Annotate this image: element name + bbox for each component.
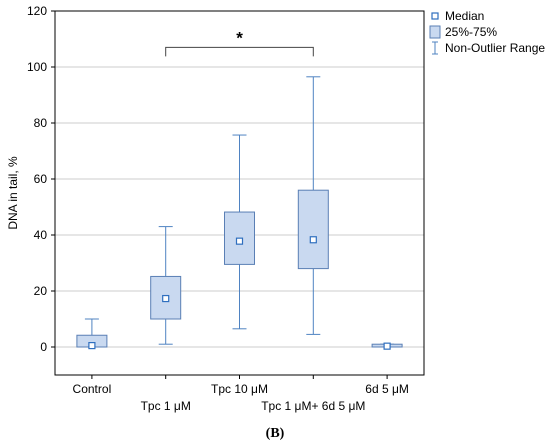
x-axis-labels: Control Tpc 1 μM Tpc 10 μM Tpc 1 μM+ 6d 5 μ…: [73, 375, 409, 413]
y-tick-label: 0: [40, 340, 47, 354]
y-tick-label: 60: [34, 172, 48, 186]
legend-label: Median: [445, 9, 484, 23]
median-marker: [235, 237, 244, 245]
median-marker: [162, 294, 170, 303]
panel-label: (B): [266, 426, 285, 441]
y-axis-ticks: 0 20 40 60 80 100 120: [27, 4, 55, 354]
y-axis-label: DNA in tail, %: [6, 156, 20, 230]
legend-item-box: 25%-75%: [429, 25, 497, 39]
box-3: [224, 134, 255, 330]
box-series: [76, 76, 403, 350]
x-tick-label: Tpc 10 μM: [211, 382, 268, 396]
legend-item-median: Median: [431, 9, 484, 23]
iqr-box: [297, 189, 329, 270]
box-1: [76, 318, 108, 350]
y-tick-label: 40: [34, 228, 48, 242]
legend-label: 25%-75%: [445, 25, 497, 39]
y-tick-label: 20: [34, 284, 48, 298]
legend-box-icon: [429, 25, 441, 39]
significance-mark: *: [236, 28, 243, 47]
y-tick-label: 80: [34, 116, 48, 130]
x-tick-label: Tpc 1 μM: [141, 399, 191, 413]
x-tick-label: Control: [73, 382, 112, 396]
median-marker: [309, 236, 317, 244]
bracket-line: [165, 46, 314, 57]
y-tick-label: 120: [27, 4, 47, 18]
legend-label: Non-Outlier Range: [445, 41, 545, 55]
box-4: [297, 76, 329, 335]
median-marker: [88, 342, 96, 350]
significance-bracket: *: [165, 28, 314, 57]
box-2: [150, 226, 182, 345]
y-tick-label: 100: [27, 60, 47, 74]
legend: Median 25%-75% Non-Outlier Range: [429, 9, 545, 55]
x-tick-label: Tpc 1 μM+ 6d 5 μM: [261, 399, 365, 413]
x-tick-label: 6d 5 μM: [365, 382, 409, 396]
median-marker: [383, 342, 391, 350]
legend-median-icon: [431, 12, 439, 20]
box-5: [371, 342, 403, 350]
legend-item-whisker: Non-Outlier Range: [432, 41, 545, 55]
